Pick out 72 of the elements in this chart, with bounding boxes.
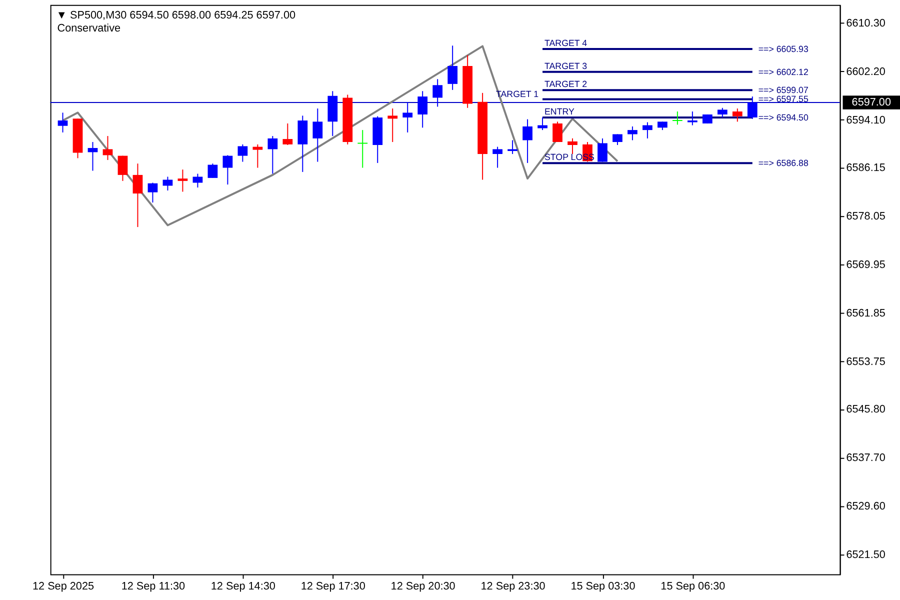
candlestick [612, 134, 622, 146]
candlestick [418, 90, 428, 128]
text: Conservative [57, 22, 121, 35]
candlestick [132, 163, 143, 228]
data-label: ==> 6597.55 [758, 94, 808, 104]
candlestick [162, 176, 173, 192]
data-label: ==> 6594.50 [758, 112, 808, 122]
y-tick-label: 6602.20 [846, 66, 886, 78]
candlestick [402, 102, 413, 133]
y-tick-label: 6610.30 [846, 17, 886, 30]
chart-title: ▼ SP500,M30 6594.50 6598.00 6594.25 6597.00 [56, 10, 296, 22]
candlestick [312, 108, 323, 162]
y-tick-label: 6529.60 [846, 500, 886, 513]
x-tick-label: 12 Sep 2025 [32, 580, 94, 593]
candlestick [672, 110, 683, 126]
candlestick [432, 78, 443, 108]
candlestick [717, 107, 728, 118]
x-tick-label: 12 Sep 23:30 [480, 580, 546, 593]
candlestick [688, 110, 698, 126]
series-label: TARGET 4 [544, 38, 588, 48]
series-label: TARGET 1 [496, 89, 539, 100]
y-tick-label: 6553.75 [846, 356, 886, 368]
y-tick-label: 6578.05 [846, 210, 886, 222]
candlestick [102, 136, 113, 160]
candlestick [192, 173, 203, 188]
x-tick-label: 12 Sep 17:30 [300, 580, 366, 593]
y-tick-label: 6561.85 [846, 307, 886, 320]
candlestick [747, 96, 758, 120]
candlestick [58, 112, 68, 133]
candlestick [508, 140, 518, 154]
x-tick-label: 12 Sep 11:30 [121, 580, 186, 593]
x-tick-label: 12 Sep 20:30 [390, 580, 456, 593]
candlestick [222, 154, 233, 186]
y-tick-label: 6586.15 [846, 162, 886, 174]
candlestick [492, 146, 502, 168]
candlestick [118, 155, 128, 182]
candlestick [598, 138, 608, 162]
data-label: ==> 6599.07 [758, 85, 808, 96]
y-tick-label: 6521.50 [846, 549, 886, 562]
candlestick [568, 138, 578, 154]
candlestick [282, 122, 293, 146]
candlestick [238, 144, 248, 162]
candlestick [268, 136, 278, 174]
candlestick [298, 115, 308, 172]
series-label: ENTRY [544, 106, 574, 117]
candlestick [178, 169, 188, 192]
candlestick [148, 182, 158, 203]
data-label: ==> 6605.93 [758, 44, 808, 54]
x-tick-label: 12 Sep 14:30 [210, 580, 276, 593]
y-tick-label: 6594.10 [846, 114, 886, 126]
candlestick [552, 121, 562, 143]
x-tick-label: 15 Sep 06:30 [660, 580, 726, 593]
series-label: TARGET 3 [544, 60, 588, 71]
candlestick [538, 116, 548, 131]
candlestick [208, 163, 218, 178]
data-label: ==> 6602.12 [758, 66, 808, 77]
series-label: TARGET 2 [544, 79, 588, 90]
candlestick [88, 142, 98, 172]
data-label: ==> 6586.88 [758, 158, 808, 168]
candlestick [357, 130, 368, 168]
candlestick [628, 126, 638, 141]
candlestick [732, 108, 742, 122]
y-tick-label: 6569.95 [846, 258, 886, 271]
candlestick [448, 45, 458, 90]
candlestick [388, 108, 398, 143]
candlestick [522, 118, 532, 164]
y-tick-label: 6537.70 [846, 452, 886, 464]
ref-line-label: 6597.00 [852, 96, 891, 108]
candlestick [252, 144, 263, 168]
candlestick [642, 122, 652, 139]
x-tick-label: 15 Sep 03:30 [570, 580, 636, 593]
y-tick-label: 6545.80 [846, 404, 886, 416]
